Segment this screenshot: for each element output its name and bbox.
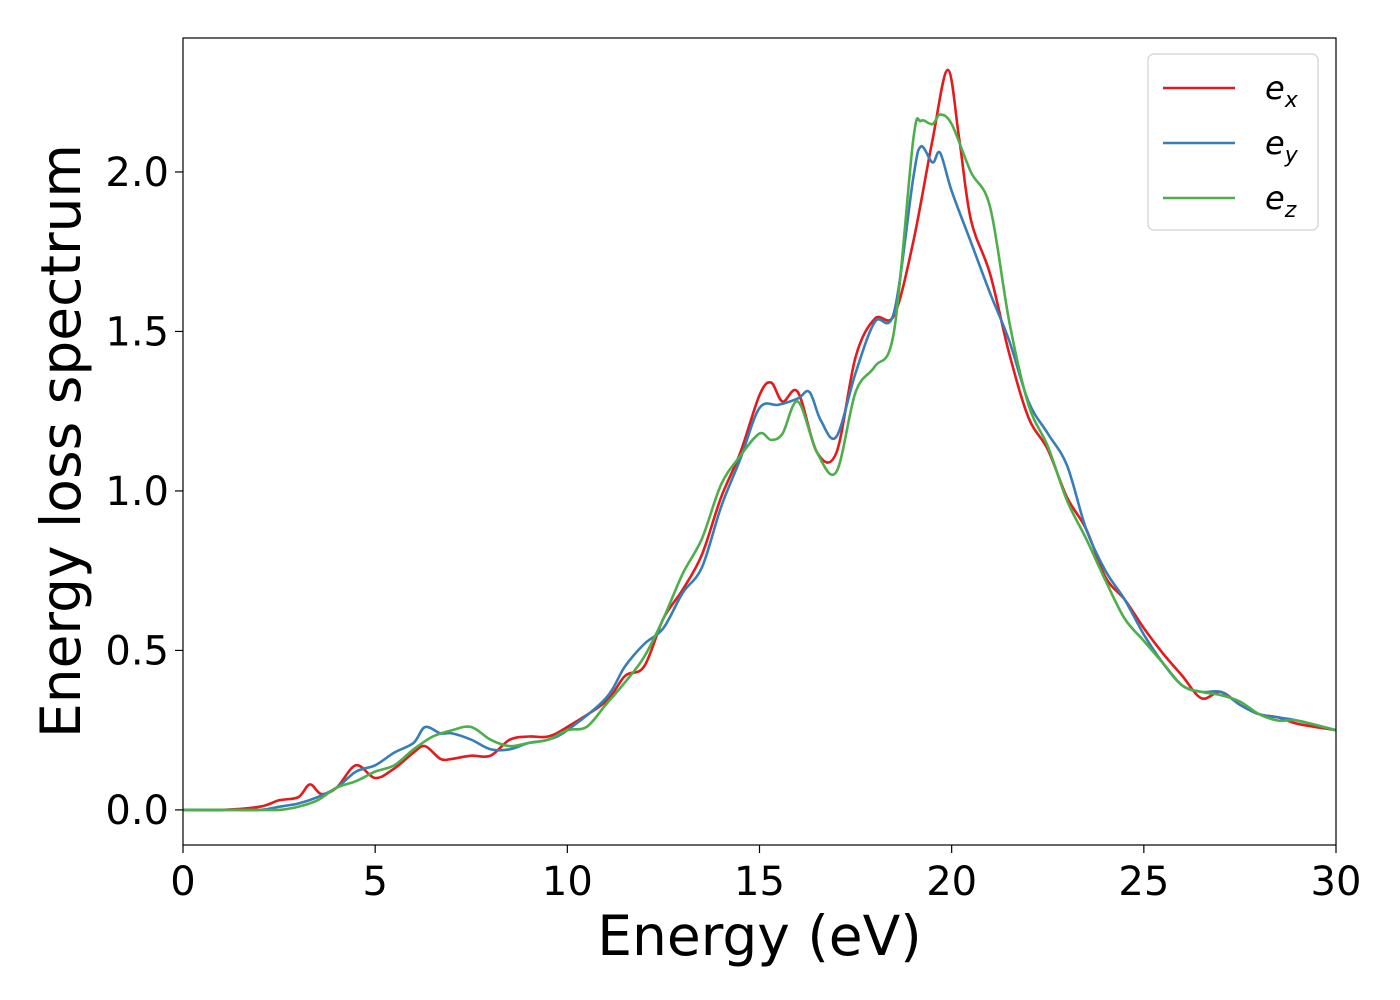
legend-label-subscript: x bbox=[1284, 88, 1299, 113]
y-tick-label: 1.0 bbox=[105, 469, 169, 515]
plot-area bbox=[183, 38, 1336, 845]
y-tick-label: 2.0 bbox=[105, 150, 169, 196]
legend-label-subscript: y bbox=[1284, 143, 1299, 168]
x-tick-label: 10 bbox=[542, 859, 593, 905]
x-tick-label: 30 bbox=[1311, 859, 1362, 905]
legend-label-subscript: z bbox=[1284, 198, 1297, 223]
y-tick-label: 0.0 bbox=[105, 788, 169, 834]
legend-label-e-y: ey bbox=[1265, 124, 1299, 168]
x-tick-label: 5 bbox=[362, 859, 387, 905]
x-axis-title: Energy (eV) bbox=[597, 904, 921, 968]
legend-label-base: e bbox=[1265, 179, 1285, 217]
x-tick-label: 0 bbox=[170, 859, 195, 905]
legend-label-e-z: ez bbox=[1265, 179, 1297, 223]
series-line-e-y bbox=[183, 145, 1336, 812]
x-axis-ticks: 0 5 10 15 20 25 30 bbox=[170, 845, 1361, 905]
series-layer bbox=[183, 68, 1336, 812]
y-axis-title: Energy loss spectrum bbox=[29, 144, 93, 738]
y-tick-label: 0.5 bbox=[105, 628, 169, 674]
legend-label-base: e bbox=[1265, 69, 1285, 107]
x-tick-label: 20 bbox=[926, 859, 977, 905]
y-tick-label: 1.5 bbox=[105, 309, 169, 355]
series-line-e-z bbox=[183, 113, 1336, 812]
y-axis-ticks: 0.0 0.5 1.0 1.5 2.0 bbox=[105, 150, 183, 834]
legend-label-base: e bbox=[1265, 124, 1285, 162]
legend-label-e-x: ex bbox=[1265, 69, 1299, 113]
x-tick-label: 15 bbox=[734, 859, 785, 905]
x-tick-label: 25 bbox=[1118, 859, 1169, 905]
